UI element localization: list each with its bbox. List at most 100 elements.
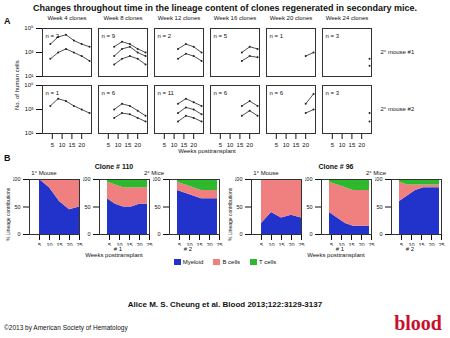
svg-text:n = 5: n = 5 xyxy=(214,33,228,39)
svg-text:10³: 10³ xyxy=(25,106,34,112)
svg-text:15: 15 xyxy=(349,142,356,148)
svg-text:100: 100 xyxy=(83,176,91,182)
svg-text:15: 15 xyxy=(196,242,202,246)
svg-text:5: 5 xyxy=(219,142,223,148)
svg-text:10: 10 xyxy=(268,242,274,246)
svg-text:50: 50 xyxy=(84,204,90,210)
svg-text:25: 25 xyxy=(76,242,82,246)
svg-text:n = 3: n = 3 xyxy=(326,33,340,39)
svg-text:10: 10 xyxy=(227,142,234,148)
svg-text:10: 10 xyxy=(338,242,344,246)
svg-text:10: 10 xyxy=(59,142,66,148)
svg-text:50: 50 xyxy=(376,204,382,210)
svg-text:Week 4 clones: Week 4 clones xyxy=(47,16,86,21)
svg-text:5: 5 xyxy=(38,242,41,246)
svg-text:5: 5 xyxy=(108,242,111,246)
svg-text:15: 15 xyxy=(348,242,354,246)
svg-text:5: 5 xyxy=(51,142,55,148)
svg-text:20: 20 xyxy=(78,142,85,148)
svg-text:10¹: 10¹ xyxy=(25,73,34,79)
svg-text:100: 100 xyxy=(305,176,313,182)
svg-text:0: 0 xyxy=(309,231,312,237)
svg-text:50: 50 xyxy=(14,204,20,210)
svg-text:10: 10 xyxy=(46,242,52,246)
svg-text:15: 15 xyxy=(56,242,62,246)
svg-text:20: 20 xyxy=(136,242,142,246)
svg-text:n = 11: n = 11 xyxy=(158,90,175,96)
svg-text:15: 15 xyxy=(293,142,300,148)
svg-text:Week 8 clones: Week 8 clones xyxy=(103,16,142,21)
svg-text:5: 5 xyxy=(163,142,167,148)
svg-text:15: 15 xyxy=(278,242,284,246)
svg-text:10: 10 xyxy=(116,242,122,246)
svg-text:Week 24 clones: Week 24 clones xyxy=(326,16,369,21)
svg-text:0: 0 xyxy=(87,231,90,237)
svg-text:0: 0 xyxy=(239,231,242,237)
svg-text:0: 0 xyxy=(17,231,20,237)
svg-text:50: 50 xyxy=(306,204,312,210)
svg-text:15: 15 xyxy=(69,142,76,148)
svg-text:20: 20 xyxy=(206,242,212,246)
svg-text:5: 5 xyxy=(107,142,111,148)
svg-text:10⁵: 10⁵ xyxy=(24,25,34,31)
svg-text:Week 20 clones: Week 20 clones xyxy=(270,16,313,21)
svg-text:25: 25 xyxy=(368,242,374,246)
svg-text:n = 6: n = 6 xyxy=(270,90,284,96)
svg-text:5: 5 xyxy=(178,242,181,246)
svg-text:10: 10 xyxy=(171,142,178,148)
svg-text:5: 5 xyxy=(331,142,335,148)
svg-text:20: 20 xyxy=(428,242,434,246)
svg-text:2° mouse #1: 2° mouse #1 xyxy=(381,49,415,55)
svg-text:10: 10 xyxy=(339,142,346,148)
svg-text:10: 10 xyxy=(186,242,192,246)
svg-text:n = 3: n = 3 xyxy=(326,90,340,96)
svg-text:n = 6: n = 6 xyxy=(214,90,228,96)
svg-text:100: 100 xyxy=(235,176,243,182)
svg-text:100: 100 xyxy=(375,176,383,182)
svg-text:10⁵: 10⁵ xyxy=(24,82,34,88)
svg-text:100: 100 xyxy=(153,176,161,182)
svg-text:10³: 10³ xyxy=(25,49,34,55)
svg-text:20: 20 xyxy=(246,142,253,148)
svg-text:20: 20 xyxy=(358,142,365,148)
svg-text:15: 15 xyxy=(181,142,188,148)
svg-text:5: 5 xyxy=(330,242,333,246)
svg-text:50: 50 xyxy=(236,204,242,210)
svg-text:2° mouse #2: 2° mouse #2 xyxy=(381,106,415,112)
svg-text:n = 6: n = 6 xyxy=(102,90,116,96)
svg-text:n = 9: n = 9 xyxy=(102,33,116,39)
svg-text:5: 5 xyxy=(400,242,403,246)
svg-text:25: 25 xyxy=(146,242,152,246)
svg-text:25: 25 xyxy=(298,242,304,246)
svg-text:Week 16 clones: Week 16 clones xyxy=(214,16,257,21)
svg-text:0: 0 xyxy=(157,231,160,237)
html-text:Changes throughout time in the: Changes throughout time in the lineage c… xyxy=(33,3,417,13)
svg-text:20: 20 xyxy=(190,142,197,148)
svg-text:10¹: 10¹ xyxy=(25,130,34,136)
svg-text:25: 25 xyxy=(216,242,222,246)
svg-text:25: 25 xyxy=(438,242,444,246)
svg-text:100: 100 xyxy=(13,176,21,182)
svg-text:n = 1: n = 1 xyxy=(270,33,284,39)
svg-text:20: 20 xyxy=(358,242,364,246)
svg-text:15: 15 xyxy=(237,142,244,148)
svg-text:50: 50 xyxy=(154,204,160,210)
svg-text:5: 5 xyxy=(275,142,279,148)
svg-text:n = 1: n = 1 xyxy=(46,90,60,96)
svg-text:Week 12 clones: Week 12 clones xyxy=(158,16,201,21)
svg-text:20: 20 xyxy=(66,242,72,246)
svg-text:10: 10 xyxy=(115,142,122,148)
svg-text:15: 15 xyxy=(418,242,424,246)
svg-text:5: 5 xyxy=(260,242,263,246)
svg-text:n = 2: n = 2 xyxy=(46,33,60,39)
html-text:blood: blood xyxy=(394,312,442,334)
svg-text:n = 2: n = 2 xyxy=(158,33,172,39)
svg-text:10: 10 xyxy=(408,242,414,246)
svg-text:20: 20 xyxy=(288,242,294,246)
svg-text:20: 20 xyxy=(302,142,309,148)
svg-text:15: 15 xyxy=(126,242,132,246)
svg-text:0: 0 xyxy=(379,231,382,237)
svg-text:10: 10 xyxy=(283,142,290,148)
svg-text:20: 20 xyxy=(134,142,141,148)
svg-text:15: 15 xyxy=(125,142,132,148)
